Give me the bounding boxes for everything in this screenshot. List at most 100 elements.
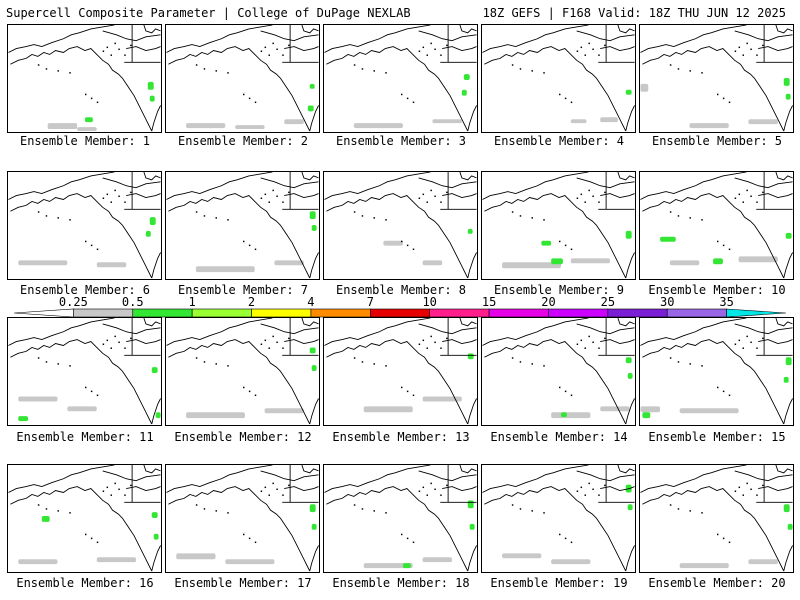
scp-green-region [84, 117, 93, 123]
coastline [640, 172, 747, 200]
island-dot [242, 533, 245, 536]
scp-gray-region [67, 406, 97, 412]
scp-gray-region [551, 559, 591, 565]
island-dot [446, 191, 448, 194]
coastline [301, 465, 319, 474]
scp-gray-region [689, 123, 729, 129]
island-dot [373, 217, 375, 219]
island-dot [728, 541, 731, 544]
island-dot [282, 494, 284, 496]
island-dot [584, 347, 586, 349]
island-dot [418, 343, 421, 345]
coastline [102, 323, 161, 335]
island-dot [400, 386, 403, 389]
coastline [8, 318, 115, 346]
map-canvas [166, 465, 319, 572]
coastline [576, 30, 635, 42]
map-canvas [640, 25, 793, 132]
island-dot [114, 189, 116, 192]
island-dot [37, 64, 40, 66]
coastline [279, 77, 311, 132]
coastline [168, 486, 281, 519]
coastline [753, 77, 785, 132]
island-dot [114, 42, 116, 45]
coastline [775, 465, 793, 474]
island-dot [385, 365, 387, 367]
coastline [617, 172, 635, 181]
island-dot [361, 215, 364, 217]
island-dot [118, 195, 120, 198]
scp-gray-region [383, 240, 403, 246]
scp-green-region [783, 78, 790, 86]
island-dot [422, 486, 425, 489]
scp-green-region [463, 74, 470, 80]
coastline [121, 517, 153, 572]
header-left: Supercell Composite Parameter | College … [6, 6, 411, 20]
coastline [625, 252, 635, 279]
scp-green-region [625, 357, 632, 364]
ensemble-member-label: Ensemble Member: 15 [648, 430, 786, 444]
island-dot [361, 361, 364, 363]
island-dot [203, 68, 206, 70]
coastline [326, 46, 439, 79]
island-dot [373, 510, 375, 512]
island-dot [114, 335, 116, 338]
scp-green-region [469, 523, 475, 530]
island-dot [37, 504, 40, 506]
coastline [168, 339, 281, 372]
island-dot [203, 215, 206, 217]
ensemble-member-label: Ensemble Member: 9 [493, 283, 625, 297]
coastline [482, 465, 589, 493]
coastline [734, 177, 793, 189]
coastline [482, 172, 589, 200]
coastline [437, 517, 469, 572]
island-dot [57, 510, 59, 512]
island-dot [701, 72, 703, 74]
ensemble-member-label: Ensemble Member: 10 [648, 283, 786, 297]
island-dot [576, 343, 579, 345]
scp-gray-region [18, 559, 58, 565]
coastline [151, 398, 161, 425]
island-dot [288, 44, 290, 47]
island-dot [742, 494, 744, 496]
island-dot [96, 541, 99, 544]
island-dot [288, 191, 290, 194]
island-dot [195, 504, 198, 506]
island-dot [84, 533, 87, 536]
scp-gray-region [176, 553, 216, 560]
scp-gray-region [432, 119, 462, 124]
coastline [753, 517, 785, 572]
scp-green-region [153, 533, 159, 540]
island-dot [282, 54, 284, 56]
island-dot [272, 189, 274, 192]
coastline [783, 398, 793, 425]
island-dot [604, 44, 606, 47]
map-canvas [166, 25, 319, 132]
coastline [642, 46, 755, 79]
coastline [758, 486, 793, 491]
island-dot [45, 215, 48, 217]
scp-green-region [660, 236, 676, 242]
island-dot [288, 337, 290, 340]
coastline [309, 105, 319, 132]
ensemble-member-map [481, 317, 636, 426]
scp-green-region [461, 89, 467, 96]
island-dot [598, 494, 600, 496]
ensemble-member-map [7, 171, 162, 280]
coastline [126, 46, 161, 51]
ensemble-member-map [481, 171, 636, 280]
island-dot [580, 339, 583, 342]
island-dot [756, 54, 758, 56]
ensemble-member-label: Ensemble Member: 5 [651, 134, 783, 148]
coastline [576, 323, 635, 335]
island-dot [353, 504, 356, 506]
island-dot [268, 54, 270, 56]
island-dot [215, 510, 217, 512]
island-dot [96, 248, 99, 251]
coastline [102, 30, 161, 42]
map-canvas [166, 172, 319, 279]
island-dot [412, 394, 415, 397]
coastline [324, 25, 431, 53]
coastline [151, 252, 161, 279]
island-dot [84, 93, 87, 96]
